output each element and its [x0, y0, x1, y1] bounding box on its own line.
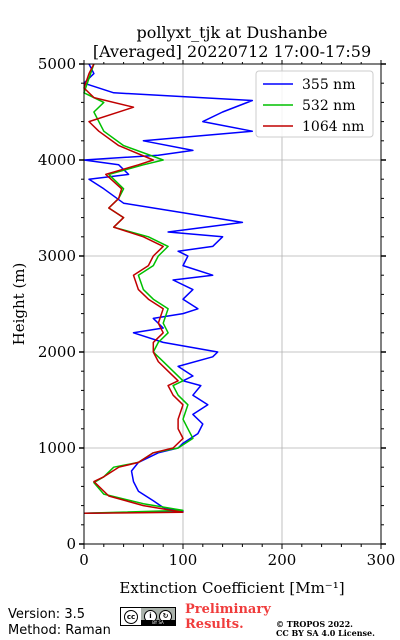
method-text: Method: Raman	[8, 623, 111, 638]
legend-label-3: 1064 nm	[302, 119, 364, 135]
preliminary-notice: Preliminary Results.	[185, 602, 271, 632]
series-line-3	[83, 63, 184, 515]
cc-license-badge: cc i ↻ BY SA	[120, 607, 176, 626]
license-badge-text: BY SA	[141, 620, 175, 625]
copyright-notice: © TROPOS 2022. CC BY SA 4.0 License.	[276, 620, 375, 638]
preliminary-line1: Preliminary	[185, 602, 271, 617]
x-tick-label: 0	[79, 551, 89, 569]
chart-subtitle: [Averaged] 20220712 17:00-17:59	[93, 42, 371, 61]
cc-icon: cc	[124, 610, 138, 624]
x-tick-label: 100	[169, 551, 198, 569]
version-text: Version: 3.5	[8, 607, 85, 622]
preliminary-line2: Results.	[185, 617, 244, 632]
x-tick-label: 300	[367, 551, 396, 569]
legend-box	[255, 70, 374, 138]
plot-frame	[83, 63, 382, 545]
y-tick-label: 5000	[38, 55, 76, 73]
grid-lines	[84, 64, 381, 544]
series-line-1	[83, 63, 254, 515]
legend-label-1: 355 nm	[302, 77, 355, 93]
version-info: Version: 3.5 Method: Raman	[8, 607, 111, 639]
y-tick-label: 1000	[38, 439, 76, 457]
y-tick-label: 0	[66, 535, 76, 553]
legend-label-2: 532 nm	[302, 98, 355, 114]
copyright-line2: CC BY SA 4.0 License.	[276, 628, 375, 638]
x-tick-label: 200	[268, 551, 297, 569]
series-lines	[83, 63, 254, 515]
copyright-line1: © TROPOS 2022.	[276, 619, 353, 629]
y-axis-label: Height (m)	[10, 263, 28, 346]
x-axis-label: Extinction Coefficient [Mm⁻¹]	[119, 579, 344, 597]
chart-title: pollyxt_tjk at Dushanbe	[136, 23, 327, 42]
y-tick-label: 4000	[38, 151, 76, 169]
y-tick-label: 2000	[38, 343, 76, 361]
cc-logo-area: cc	[121, 608, 141, 625]
legend: 355 nm 532 nm 1064 nm	[255, 70, 374, 138]
extinction-profile-chart: pollyxt_tjk at Dushanbe [Averaged] 20220…	[10, 23, 396, 597]
y-tick-label: 3000	[38, 247, 76, 265]
